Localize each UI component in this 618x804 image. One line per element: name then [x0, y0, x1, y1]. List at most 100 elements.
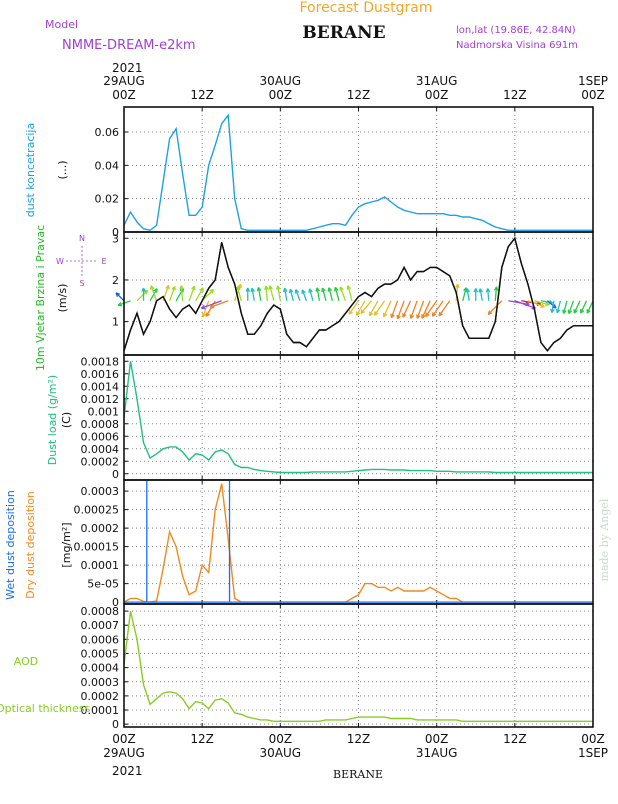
wind-arrow	[574, 301, 580, 313]
y-tick-label: 0.06	[95, 126, 120, 139]
y-tick-label: 0	[112, 718, 119, 731]
wind-arrow	[284, 288, 287, 301]
y-tick-label: 5e-05	[87, 578, 119, 591]
lonlat-label: lon,lat (19.86E, 42.84N)	[456, 25, 576, 36]
top-hour-label: 00Z	[112, 88, 136, 102]
dry-dep-label: Dry dust deposition	[24, 491, 37, 599]
y-tick-label: 1	[112, 316, 119, 329]
top-hour-label: 12Z	[190, 88, 214, 102]
wind-arrow	[265, 286, 268, 301]
model-label: Model	[45, 18, 78, 31]
y-tick-label: 0.0003	[81, 485, 120, 498]
wind-arrow	[587, 301, 593, 313]
y-tick-label: 0.00015	[74, 541, 120, 554]
wind-arrow	[488, 301, 502, 315]
wind-arrow	[439, 301, 450, 316]
wind-arrow	[269, 286, 274, 301]
y-tick-label: 0.0016	[81, 368, 120, 381]
wind-arrow	[322, 288, 326, 301]
wind-arrow	[316, 288, 319, 301]
wind-speed-line	[124, 238, 593, 350]
conc-ylabel: dust koncetracija	[24, 123, 37, 217]
wind-arrow	[189, 286, 195, 301]
wind-arrow	[466, 289, 469, 301]
bottom-hour-label: 00Z	[269, 732, 293, 746]
wind-arrow	[196, 288, 203, 301]
wind-arrow	[257, 287, 260, 300]
wind-ylabel: 10m Vjetar Brzina i Pravac	[34, 225, 47, 371]
wind-arrow	[142, 288, 145, 301]
wind-arrow	[302, 290, 306, 301]
wet-dep-label: Wet dust deposition	[4, 490, 17, 600]
figure-title: Forecast Dustgram	[300, 0, 433, 16]
top-date-label: 1SEP	[578, 74, 608, 88]
y-tick-label: 0.0002	[81, 690, 120, 703]
load-unit: (C)	[60, 412, 73, 428]
bottom-date-label: 30AUG	[260, 746, 302, 760]
top-hour-label: 00Z	[425, 88, 449, 102]
y-tick-label: 0.0007	[81, 619, 120, 632]
wind-arrow	[295, 290, 300, 301]
y-tick-label: 0.0006	[81, 430, 120, 443]
bottom-hour-label: 12Z	[503, 732, 527, 746]
top-hour-label: 00Z	[269, 88, 293, 102]
y-tick-label: 0.0012	[81, 393, 120, 406]
panel-frame	[124, 480, 593, 604]
footer-station: BERANE	[333, 768, 383, 781]
wind-arrow	[474, 288, 477, 300]
bottom-hour-label: 00Z	[425, 732, 449, 746]
top-date-label: 29AUG	[103, 74, 145, 88]
model-name: NMME-DREAM-e2km	[62, 38, 196, 53]
compass-s: S	[79, 279, 84, 288]
compass-e: E	[101, 257, 106, 266]
y-tick-label: 0.0014	[81, 380, 120, 393]
y-tick-label: 0.0005	[81, 647, 120, 660]
wind-arrow	[246, 288, 249, 301]
wind-arrow	[290, 289, 294, 301]
wind-arrow	[403, 301, 411, 317]
wind-arrow	[116, 293, 124, 301]
wind-series-line	[124, 238, 593, 350]
top-year-label: 2021	[112, 61, 143, 75]
compass-w: W	[56, 257, 64, 266]
wind-arrow	[361, 301, 372, 314]
top-hour-label: 12Z	[347, 88, 371, 102]
wind-arrow	[340, 287, 345, 301]
wet-deposition-line	[124, 480, 593, 602]
wind-arrow	[479, 289, 482, 301]
wind-arrow	[335, 287, 339, 301]
wind-arrow	[563, 301, 567, 314]
y-tick-label: 0.0018	[81, 355, 120, 368]
bottom-hour-label: 00Z	[581, 732, 605, 746]
aod-ylabel: AOD	[14, 655, 38, 668]
wind-unit: (m/s)	[56, 284, 69, 313]
y-tick-label: 3	[112, 232, 119, 245]
y-tick-label: 2	[112, 274, 119, 287]
wind-arrow	[309, 289, 313, 301]
y-tick-label: 0.0006	[81, 633, 120, 646]
panel-aod: 00.00010.00020.00030.00040.00050.00060.0…	[81, 604, 594, 731]
altitude-label: Nadmorska Visina 691m	[456, 40, 578, 51]
watermark: made by Angel	[598, 498, 611, 581]
top-hour-label: 00Z	[581, 88, 605, 102]
y-tick-label: 0.0001	[81, 559, 120, 572]
y-tick-label: 0.0002	[81, 455, 120, 468]
wind-arrow	[137, 290, 147, 300]
y-tick-label: 0.0008	[81, 605, 120, 618]
aod-xlabel: Optical thickness	[0, 702, 91, 715]
wind-arrow	[277, 286, 281, 301]
y-tick-label: 0	[112, 468, 119, 481]
bottom-hour-label: 12Z	[347, 732, 371, 746]
conc-unit: (...)	[56, 160, 69, 179]
wind-arrow	[568, 301, 573, 314]
y-tick-label: 0.04	[95, 159, 120, 172]
bottom-date-label: 29AUG	[103, 746, 145, 760]
wind-arrow	[251, 288, 254, 301]
wind-arrow	[556, 301, 560, 313]
station-title: BERANE	[302, 23, 385, 43]
compass: N S W E	[56, 234, 106, 288]
